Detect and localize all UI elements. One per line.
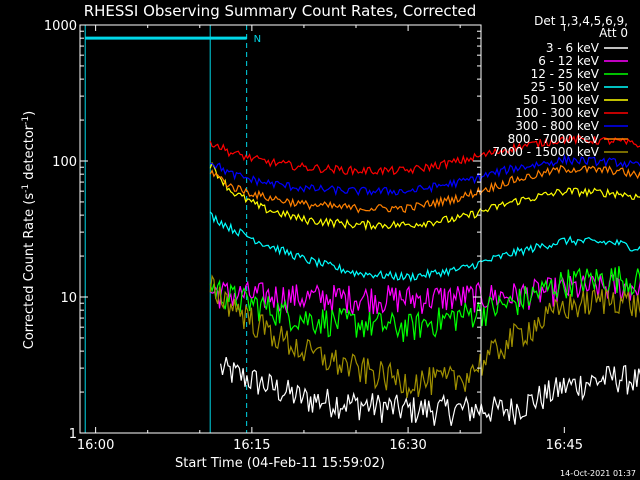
legend-header-attenuator: Att 0 bbox=[599, 26, 628, 40]
y-tick-label: 100 bbox=[52, 155, 77, 170]
series-line-3 bbox=[209, 211, 640, 283]
legend-label-7: 800 - 7000 keV bbox=[508, 132, 600, 146]
y-tick-label: 10 bbox=[60, 291, 77, 306]
series-line-0 bbox=[220, 356, 640, 426]
series-line-5 bbox=[209, 133, 640, 177]
y-tick-label: 1000 bbox=[44, 19, 77, 34]
y-axis-label-main: Corrected Count Rate (s bbox=[22, 193, 37, 350]
series-group bbox=[209, 133, 640, 426]
legend-label-5: 100 - 300 keV bbox=[515, 106, 599, 120]
legend-label-3: 25 - 50 keV bbox=[531, 80, 600, 94]
legend-label-4: 50 - 100 keV bbox=[523, 93, 600, 107]
y-axis-label-end: ) bbox=[22, 111, 37, 116]
x-tick-label: 16:15 bbox=[233, 438, 270, 453]
plot-frame bbox=[79, 24, 482, 434]
plot-area bbox=[84, 25, 248, 433]
y-axis: 1 10 100 1000 bbox=[44, 19, 481, 442]
legend-label-8: 7000 - 15000 keV bbox=[492, 145, 599, 159]
legend-label-6: 300 - 800 keV bbox=[515, 119, 599, 133]
x-tick-label: 16:45 bbox=[546, 438, 583, 453]
series-line-4 bbox=[209, 161, 640, 231]
y-axis-label: Corrected Count Rate (s-1 detector-1) bbox=[21, 111, 37, 349]
series-line-7 bbox=[209, 164, 640, 214]
x-axis-label: Start Time (04-Feb-11 15:59:02) bbox=[175, 456, 385, 471]
annotation-group: N bbox=[85, 34, 261, 45]
y-axis-label-sup1: -1 bbox=[21, 184, 31, 193]
generated-timestamp: 14-Oct-2021 01:37 bbox=[560, 469, 636, 478]
series-line-6 bbox=[210, 153, 640, 197]
night-marker-label: N bbox=[254, 34, 261, 45]
series-line-8 bbox=[209, 274, 640, 399]
y-tick-label: 1 bbox=[69, 427, 77, 442]
x-tick-label: 16:30 bbox=[389, 438, 426, 453]
x-tick-label: 16:00 bbox=[77, 438, 114, 453]
chart-title: RHESSI Observing Summary Count Rates, Co… bbox=[84, 2, 477, 20]
y-axis-label-mid: detector bbox=[22, 124, 37, 184]
legend-label-2: 12 - 25 keV bbox=[531, 67, 600, 81]
legend-label-1: 6 - 12 keV bbox=[538, 54, 600, 68]
y-axis-label-sup2: -1 bbox=[21, 116, 31, 125]
legend-label-0: 3 - 6 keV bbox=[546, 41, 600, 55]
legend-header-detectors: Det 1,3,4,5,6,9, bbox=[534, 14, 628, 28]
series-line-2 bbox=[209, 266, 640, 343]
